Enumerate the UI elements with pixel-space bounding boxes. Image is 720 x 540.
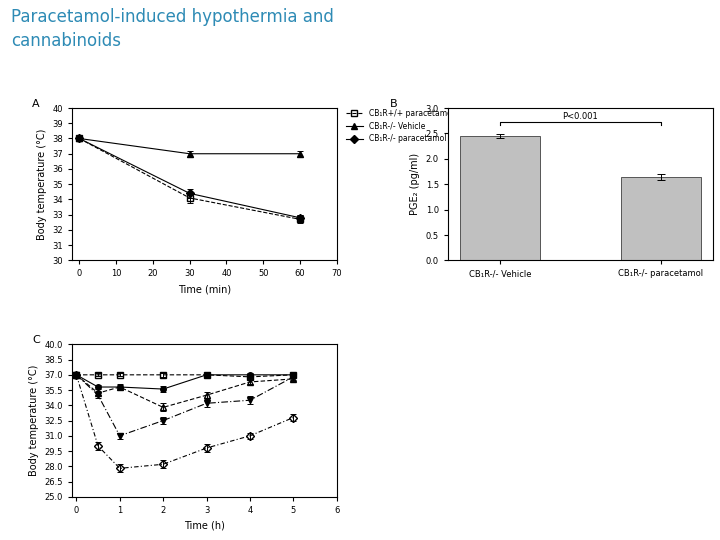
Bar [460, 136, 540, 260]
Text: B: B [390, 99, 397, 109]
Text: Paracetamol-induced hypothermia and
cannabinoids: Paracetamol-induced hypothermia and cann… [11, 8, 333, 50]
Bar [621, 177, 701, 260]
Text: P<0.001: P<0.001 [562, 112, 598, 121]
Y-axis label: Body temperature (°C): Body temperature (°C) [29, 365, 39, 476]
X-axis label: Time (h): Time (h) [184, 521, 225, 530]
Legend: CB₁R+/+ paracetamol, CB₁R-/- Vehicle, CB₁R-/- paracetamol: CB₁R+/+ paracetamol, CB₁R-/- Vehicle, CB… [346, 109, 454, 144]
Text: C: C [32, 335, 40, 345]
Y-axis label: Body temperature (°C): Body temperature (°C) [37, 129, 47, 240]
X-axis label: Time (min): Time (min) [178, 284, 231, 294]
Legend: Vehicle + Vehicle, Vehicle + Paracetamol, AM251 + Paracetamol, Vehicle + WIN55-2: Vehicle + Vehicle, Vehicle + Paracetamol… [439, 341, 578, 411]
Text: A: A [32, 99, 40, 109]
Y-axis label: PGE₂ (pg/ml): PGE₂ (pg/ml) [410, 153, 420, 215]
